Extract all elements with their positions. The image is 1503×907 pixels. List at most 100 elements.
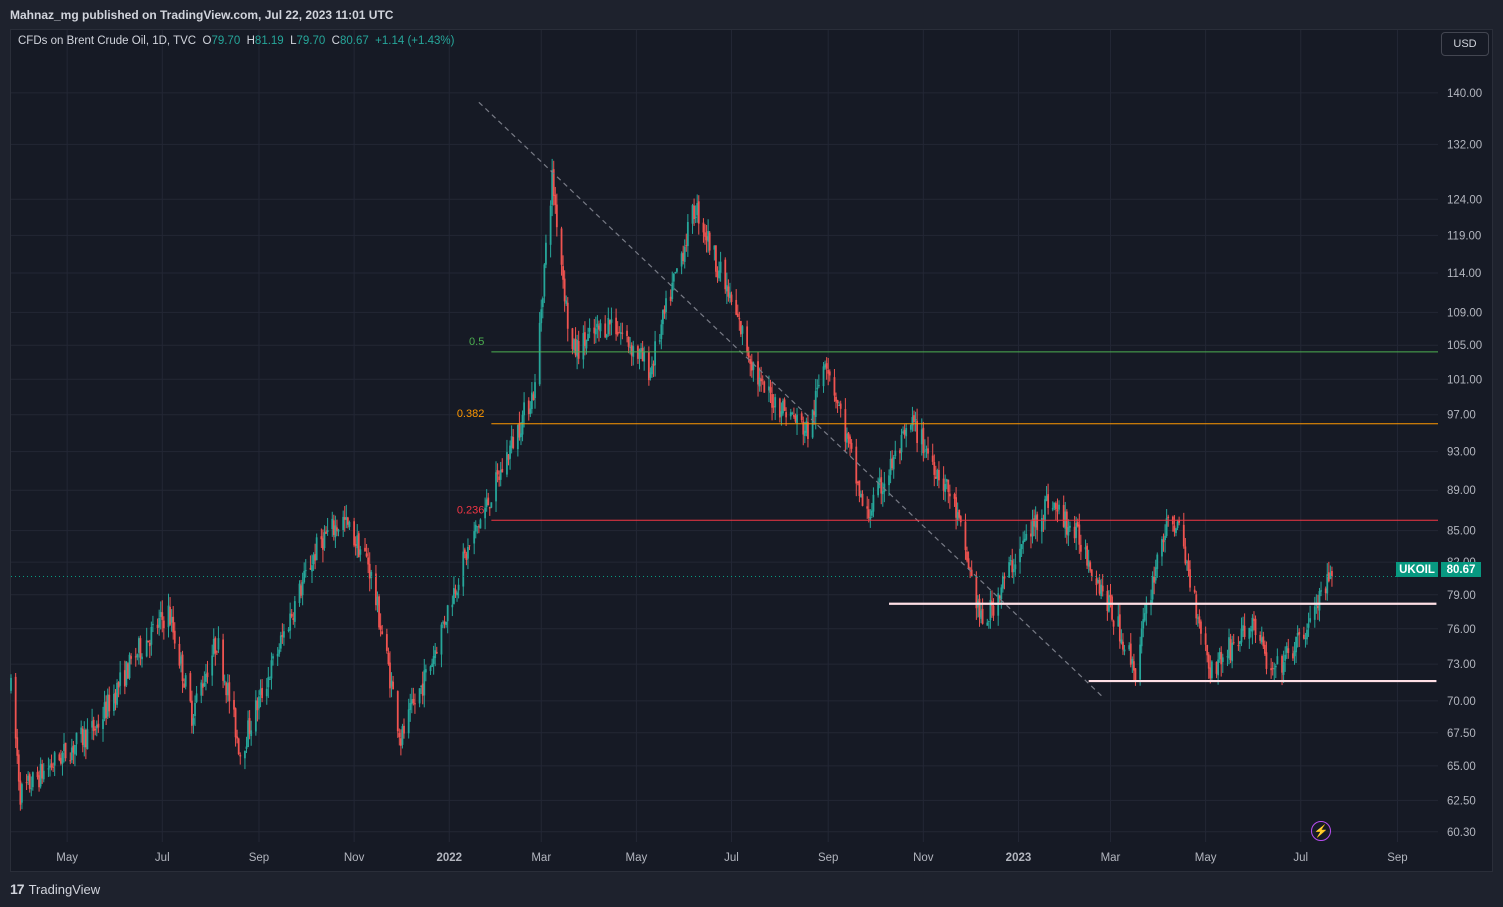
candle-body [245, 746, 248, 749]
candle-body [30, 788, 33, 790]
y-tick-label: 65.00 [1447, 761, 1476, 773]
y-tick-label: 85.00 [1447, 526, 1476, 538]
candle-body [615, 317, 618, 335]
candle-body [49, 765, 51, 768]
y-tick-label: 62.50 [1447, 795, 1476, 807]
candle-body [1184, 546, 1187, 564]
candle-body [1282, 662, 1285, 675]
candle-body [545, 242, 547, 265]
candle-body [1276, 656, 1279, 664]
candle-body [593, 327, 596, 334]
candle-body [272, 656, 274, 659]
candle-body [239, 754, 242, 757]
candle-body [281, 634, 284, 637]
candle-body [956, 512, 959, 521]
candle-body [945, 479, 948, 482]
candle-body [1293, 650, 1296, 657]
candle-body [1253, 619, 1255, 621]
candle-body [148, 642, 151, 647]
tradingview-logo[interactable]: 17 TradingView [10, 881, 100, 897]
candle-body [735, 299, 738, 315]
candle-body [1209, 667, 1212, 679]
candle-body [170, 616, 173, 623]
x-tick-label: May [1195, 852, 1217, 864]
y-tick-label: 101.00 [1447, 374, 1482, 386]
candle-body [195, 693, 198, 702]
candle-body [562, 266, 564, 280]
open-value: 79.70 [211, 35, 241, 47]
y-tick-label: 76.00 [1447, 624, 1476, 636]
candle-body [619, 332, 622, 334]
candle-body [95, 724, 98, 729]
candle-body [1101, 585, 1104, 592]
candle-body [451, 604, 454, 608]
candle-body [353, 521, 356, 546]
y-tick-label: 67.50 [1447, 728, 1476, 740]
candle-body [729, 292, 731, 299]
candle-body [719, 261, 722, 273]
y-tick-label: 73.00 [1447, 659, 1476, 671]
candle-body [52, 766, 55, 768]
x-tick-label: Nov [344, 852, 365, 864]
candle-body [1008, 562, 1011, 578]
candle-body [1084, 547, 1087, 550]
candle-body [1109, 594, 1112, 598]
candle-body [981, 608, 984, 624]
candle-body [713, 245, 716, 250]
candle-body [651, 366, 653, 375]
fib-level-label: 0.236 [457, 504, 485, 516]
publisher-info: Mahnaz_mg published on TradingView.com, … [10, 8, 394, 22]
candle-body [978, 598, 981, 617]
candle-body [287, 629, 290, 631]
lightning-bolt-icon[interactable]: ⚡ [1311, 821, 1331, 841]
y-tick-label: 140.00 [1447, 88, 1482, 100]
candle-body [507, 454, 510, 460]
candle-body [856, 481, 859, 483]
currency-button[interactable]: USD [1441, 32, 1489, 56]
symbol-legend[interactable]: CFDs on Brent Crude Oil, 1D, TVC O79.70 … [18, 35, 454, 47]
candle-body [598, 325, 600, 330]
candle-body [309, 567, 312, 570]
candle-body [445, 621, 448, 625]
candle-body [345, 517, 348, 520]
candle-body [162, 620, 165, 629]
chart-frame[interactable] [10, 29, 1493, 872]
candle-body [992, 605, 995, 616]
candle-body [86, 729, 89, 750]
y-tick-label: 109.00 [1447, 307, 1482, 319]
candle-body [41, 764, 44, 779]
x-tick-label: Mar [531, 852, 551, 864]
candle-body [1262, 636, 1265, 647]
candle-body [747, 351, 750, 358]
candle-body [258, 696, 260, 709]
candle-body [529, 408, 532, 414]
candle-body [758, 377, 761, 387]
candle-body [403, 725, 405, 734]
candle-body [75, 732, 78, 745]
candle-body [479, 519, 482, 529]
candle-body [247, 720, 249, 748]
candle-body [1086, 545, 1088, 566]
y-tick-label: 93.00 [1447, 447, 1476, 459]
candle-body [1012, 569, 1015, 573]
candle-body [955, 497, 957, 518]
candle-body [1033, 518, 1035, 527]
candle-body [431, 663, 433, 667]
candle-body [215, 651, 218, 653]
candle-body [704, 232, 706, 237]
candle-body [1318, 591, 1321, 611]
candle-body [304, 570, 307, 572]
candle-body [661, 310, 664, 325]
candle-body [637, 346, 639, 359]
candle-body [136, 654, 139, 658]
candle-body [1254, 618, 1257, 636]
candle-body [189, 673, 192, 702]
candle-body [172, 616, 175, 633]
candle-body [1306, 629, 1308, 640]
candle-body [97, 723, 100, 728]
candle-body [752, 362, 755, 370]
candle-body [94, 729, 97, 731]
candle-body [878, 478, 881, 482]
candle-body [824, 364, 826, 368]
